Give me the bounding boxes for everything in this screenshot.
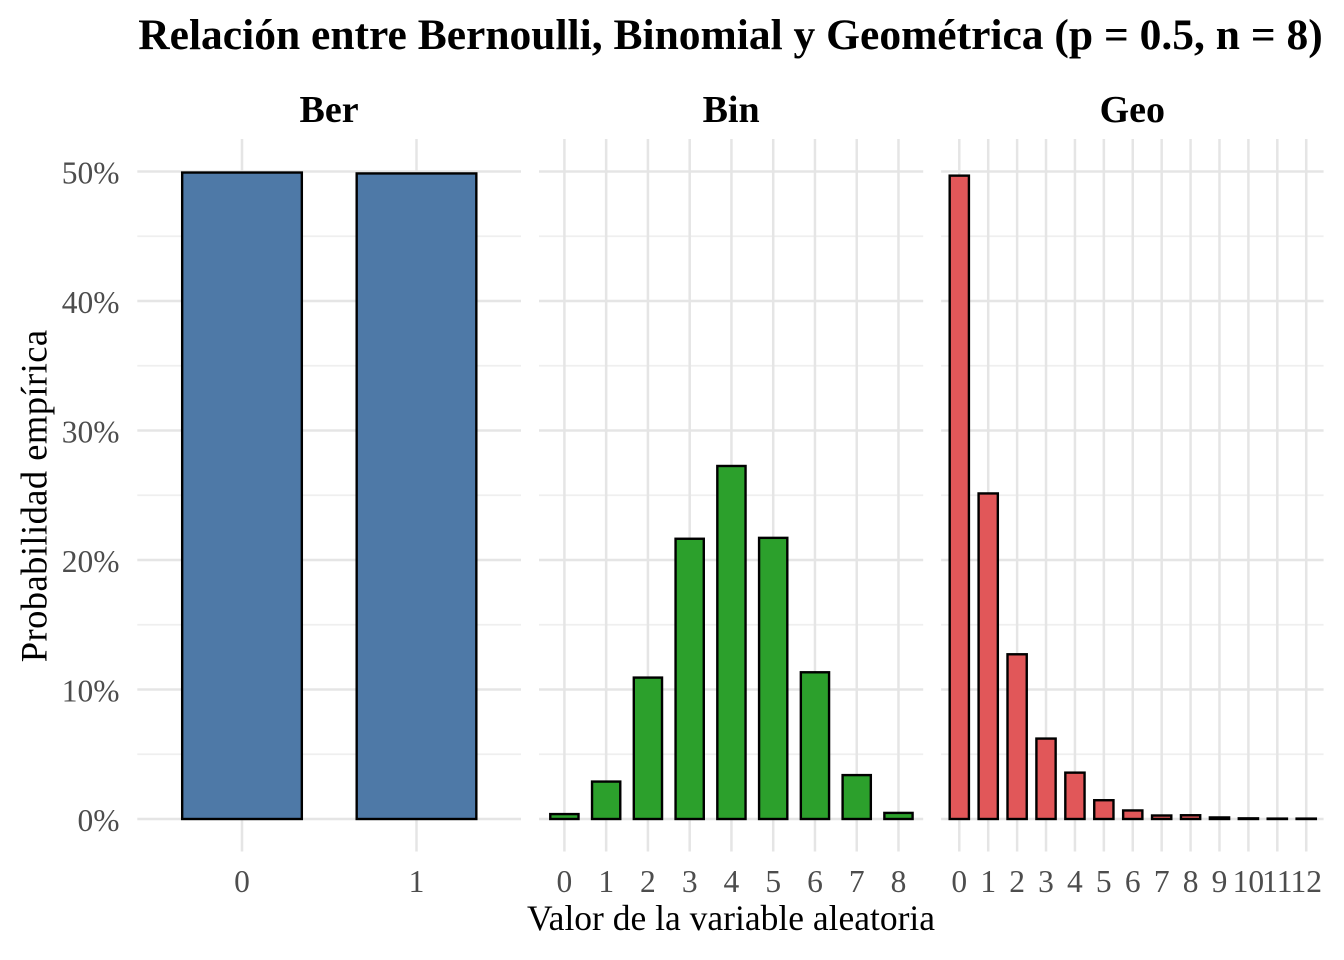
svg-text:1: 1 [980,864,996,899]
svg-text:0%: 0% [78,803,120,838]
svg-text:Bin: Bin [703,89,760,131]
svg-text:1: 1 [409,864,425,899]
svg-text:0: 0 [951,864,967,899]
svg-text:7: 7 [1154,864,1170,899]
svg-text:30%: 30% [62,415,120,450]
svg-text:40%: 40% [62,285,120,320]
svg-text:9: 9 [1212,864,1228,899]
svg-text:11: 11 [1262,864,1292,899]
svg-text:3: 3 [1038,864,1054,899]
svg-text:0: 0 [557,864,573,899]
svg-text:20%: 20% [62,544,120,579]
svg-text:4: 4 [724,864,740,899]
svg-text:7: 7 [849,864,865,899]
svg-text:6: 6 [807,864,823,899]
svg-text:Relación entre Bernoulli, Bino: Relación entre Bernoulli, Binomial y Geo… [138,11,1322,59]
svg-text:Valor de la variable aleatoria: Valor de la variable aleatoria [527,898,935,938]
svg-text:10%: 10% [62,674,120,709]
svg-text:8: 8 [1183,864,1199,899]
svg-text:0: 0 [234,864,250,899]
svg-text:12: 12 [1290,864,1322,899]
svg-text:3: 3 [682,864,698,899]
svg-text:1: 1 [598,864,614,899]
svg-text:6: 6 [1125,864,1141,899]
svg-text:50%: 50% [62,156,120,191]
svg-text:Ber: Ber [300,89,359,131]
svg-text:8: 8 [891,864,907,899]
svg-text:2: 2 [1009,864,1025,899]
svg-text:10: 10 [1233,864,1265,899]
svg-text:2: 2 [640,864,656,899]
svg-text:5: 5 [765,864,781,899]
svg-text:Geo: Geo [1100,89,1165,131]
svg-text:Probabilidad empírica: Probabilidad empírica [14,330,55,663]
svg-text:4: 4 [1067,864,1083,899]
svg-text:5: 5 [1096,864,1112,899]
